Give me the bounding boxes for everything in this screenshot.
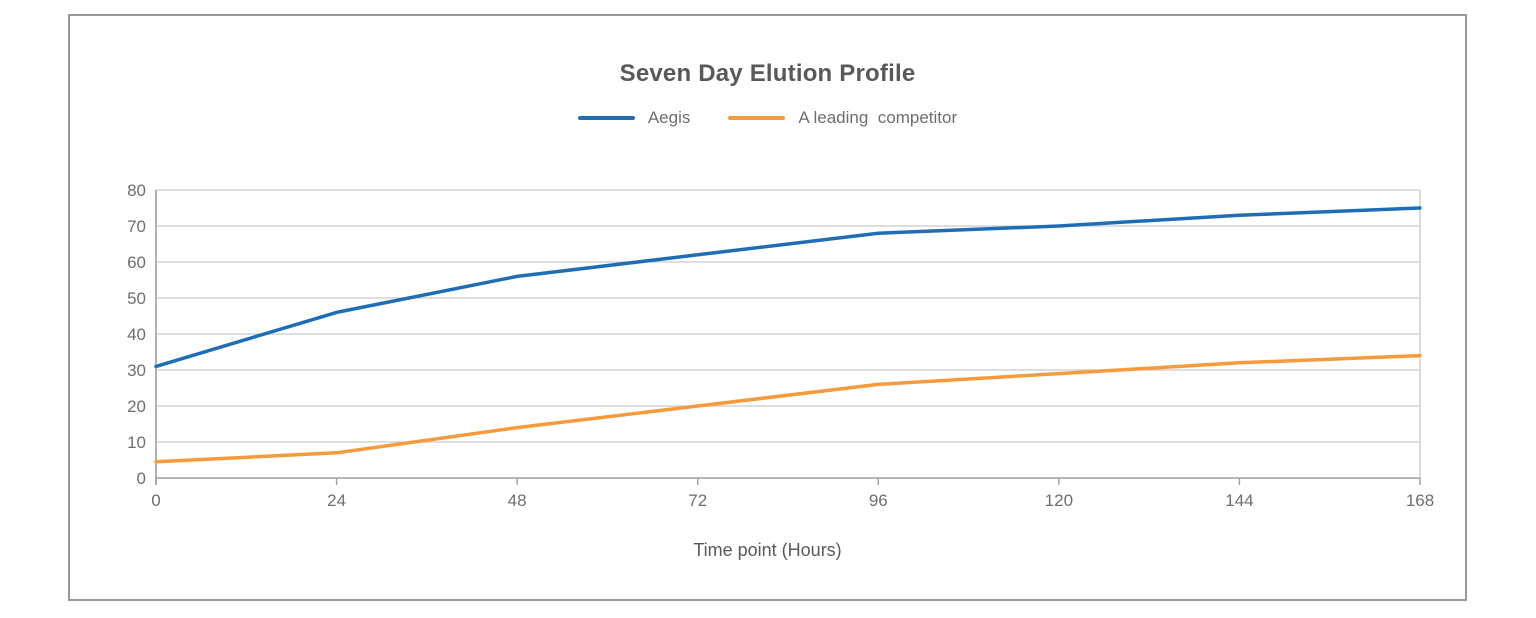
- y-tick-label-30: 30: [127, 361, 146, 380]
- series-line-aegis: [154, 206, 1422, 369]
- y-tick-label-0: 0: [137, 469, 146, 488]
- x-tick-label-120: 120: [1045, 491, 1073, 510]
- legend-line-swatch-aegis: [577, 116, 635, 120]
- legend-label-competitor: A leading competitor: [798, 108, 958, 127]
- legend-line-swatch-competitor: [728, 116, 786, 120]
- legend-label-aegis: Aegis: [647, 108, 691, 127]
- y-tick-label-70: 70: [127, 217, 146, 236]
- x-tick-label-72: 72: [688, 491, 707, 510]
- line-chart-plot: 0 10 20 30 40 50 60 70 80 0 24 48 72 96 120 144 168: [127, 181, 1434, 510]
- x-tick-label-144: 144: [1225, 491, 1253, 510]
- chart-frame: 0 10 20 30 40 50 60 70 80 0 24 48 72 96 120 144 168 Seve…: [68, 14, 1467, 601]
- legend-item-aegis: Aegis: [577, 108, 691, 128]
- x-tick-label-48: 48: [508, 491, 527, 510]
- chart-legend: Aegis A leading competitor: [70, 108, 1465, 128]
- y-tick-label-50: 50: [127, 289, 146, 308]
- x-tick-label-168: 168: [1406, 491, 1434, 510]
- x-axis-title: Time point (Hours): [693, 540, 842, 560]
- series-line-a-leading-competitor: [154, 353, 1422, 464]
- y-tick-label-80: 80: [127, 181, 146, 200]
- x-tick-label-0: 0: [151, 491, 160, 510]
- legend-item-competitor: A leading competitor: [728, 108, 957, 128]
- y-tick-label-10: 10: [127, 433, 146, 452]
- y-tick-label-40: 40: [127, 325, 146, 344]
- chart-title: Seven Day Elution Profile: [619, 60, 916, 87]
- x-tick-label-96: 96: [869, 491, 888, 510]
- y-tick-label-60: 60: [127, 253, 146, 272]
- x-tick-label-24: 24: [327, 491, 346, 510]
- y-tick-label-20: 20: [127, 397, 146, 416]
